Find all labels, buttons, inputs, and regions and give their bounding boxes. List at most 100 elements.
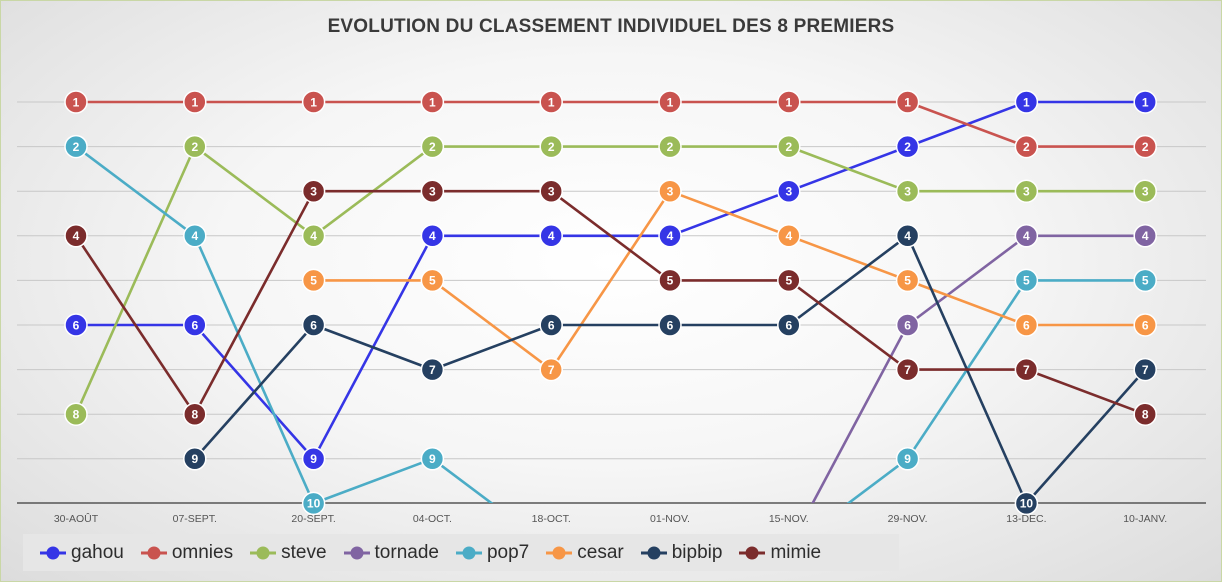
data-label: 7 [429, 363, 436, 377]
series-segment [312, 323, 434, 371]
data-label: 9 [191, 452, 198, 466]
data-label: 1 [429, 95, 436, 109]
data-point-marker [1133, 402, 1157, 426]
data-point-marker [777, 313, 801, 337]
legend-item-mimie: mimie [738, 542, 821, 564]
series-markers-pop7: 2 4 10 9 9 5 5 [64, 134, 1157, 516]
data-label: 2 [1023, 140, 1030, 154]
legend-swatch [140, 546, 167, 559]
data-label: 4 [310, 229, 317, 243]
data-point-marker [658, 134, 682, 159]
data-point-marker [64, 224, 88, 248]
series-line-steve [74, 145, 1147, 416]
data-label: 3 [429, 185, 436, 199]
legend-label: bipbip [671, 541, 723, 563]
data-point-marker [1014, 313, 1039, 337]
data-label: 4 [785, 229, 792, 243]
legend-item-pop7: pop7 [455, 542, 529, 564]
data-label: 5 [904, 274, 911, 288]
series-segment [1025, 368, 1147, 416]
data-label: 9 [904, 452, 911, 466]
data-label: 8 [73, 408, 80, 422]
legend-item-steve: steve [249, 541, 327, 564]
data-label: 4 [73, 229, 80, 243]
legend-swatch-marker [147, 546, 161, 559]
data-point-marker [1014, 90, 1039, 114]
x-tick-labels: 30-AOÛT 07-SEPT. 20-SEPT. 04-OCT. 18-OCT. 01-… [54, 512, 1167, 525]
data-label: 3 [1142, 185, 1149, 199]
data-point-marker [183, 134, 207, 159]
series-segment [193, 189, 315, 416]
legend-label: omnies [171, 541, 234, 563]
data-point-marker [420, 447, 445, 471]
data-label: 5 [1142, 274, 1149, 288]
series-segment [431, 457, 494, 503]
series-line-cesar [312, 189, 1147, 371]
data-point-marker [183, 447, 207, 471]
data-point-marker [183, 313, 207, 337]
data-label: 7 [1142, 363, 1149, 377]
data-label: 1 [785, 95, 792, 109]
data-point-marker [539, 134, 563, 159]
data-label: 2 [548, 140, 555, 154]
x-tick-label: 07-SEPT. [173, 513, 217, 525]
series-segment [193, 145, 315, 238]
chart-title: EVOLUTION DU CLASSEMENT INDIVIDUEL DES 8… [327, 16, 895, 37]
data-point-marker [420, 134, 445, 159]
data-label: 10 [1020, 497, 1034, 511]
legend-label: steve [281, 541, 327, 563]
series-segment [787, 234, 909, 282]
data-label: 2 [429, 140, 436, 154]
data-point-marker [1133, 357, 1157, 382]
data-label: 9 [310, 452, 317, 466]
x-tick-label: 04-OCT. [413, 513, 452, 525]
series-markers-steve: 8 2 4 2 2 2 2 3 3 3 [64, 134, 1157, 426]
legend-item-gahou: gahou [39, 542, 124, 564]
data-label: 4 [667, 229, 674, 243]
legend-swatch [455, 546, 482, 559]
data-point-marker [420, 224, 445, 248]
data-label: 1 [548, 95, 555, 109]
data-point-marker [658, 268, 682, 293]
x-tick-label: 30-AOÛT [54, 512, 99, 525]
legend-label: pop7 [486, 541, 530, 563]
data-label: 4 [429, 229, 436, 243]
legend-item-bipbip: bipbip [640, 541, 723, 564]
series-markers-bipbip: 9 6 7 6 6 6 4 10 7 [183, 224, 1157, 516]
data-point-marker [420, 357, 445, 382]
legend-swatch-marker [647, 546, 661, 559]
series-segment [906, 279, 1028, 327]
series-segment [193, 234, 315, 503]
data-point-marker [658, 313, 682, 337]
data-point-marker [301, 313, 326, 337]
legend-item-tornade: tornade [343, 542, 439, 564]
x-tick-label: 15-NOV. [769, 513, 809, 525]
series-segment [431, 323, 553, 371]
data-label: 2 [1142, 140, 1149, 154]
data-point-marker [658, 179, 682, 203]
data-label: 3 [1023, 185, 1030, 199]
data-label: 1 [1023, 95, 1030, 109]
data-label: 1 [904, 95, 911, 109]
series-markers-mimie: 4 8 3 3 3 5 5 7 7 8 [64, 179, 1157, 426]
data-label: 2 [191, 140, 198, 154]
data-point-marker [301, 491, 326, 516]
series-segment [549, 189, 672, 371]
data-label: 7 [904, 363, 911, 377]
data-point-marker [777, 179, 801, 203]
data-label: 1 [1142, 95, 1149, 109]
legend-swatch-marker [462, 546, 476, 559]
legend-swatch [739, 546, 766, 559]
series-segment [668, 189, 791, 238]
data-point-marker [1014, 268, 1039, 293]
data-point-marker [777, 90, 801, 114]
data-point-marker [539, 90, 563, 114]
x-tick-label: 13-DEC. [1006, 513, 1046, 525]
series-segment [787, 279, 909, 371]
data-label: 2 [904, 140, 911, 154]
data-label: 6 [1142, 318, 1149, 332]
data-label: 4 [548, 229, 555, 243]
legend-swatch-marker [46, 546, 60, 559]
legend-label: cesar [577, 541, 624, 563]
